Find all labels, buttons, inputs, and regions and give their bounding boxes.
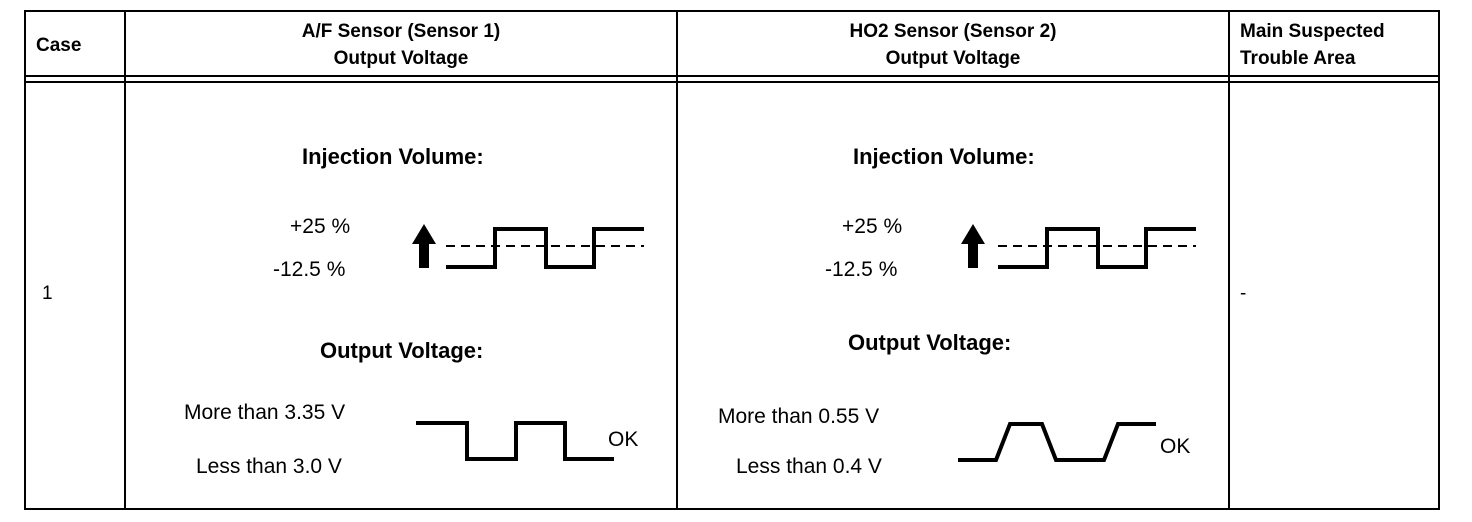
ho2-output-title: Output Voltage: [848, 330, 1012, 355]
ho2-high-label: More than 0.55 V [718, 405, 880, 428]
case-number: 1 [42, 283, 53, 304]
ho2-output-waveform [958, 422, 1156, 462]
af-injection-wave [446, 227, 644, 269]
af-injection-high: +25 % [290, 215, 351, 238]
ho2-result: OK [1160, 435, 1191, 458]
af-output-wave [416, 421, 614, 461]
header-af-sensor: A/F Sensor (Sensor 1) Output Voltage [126, 18, 676, 72]
ho2-injection-title: Injection Volume: [853, 144, 1035, 169]
header-case: Case [36, 35, 82, 56]
ho2-injection-wave [998, 227, 1196, 269]
header-area-line2: Trouble Area [1240, 48, 1356, 69]
af-injection-low: -12.5 % [273, 258, 346, 281]
af-output-waveform [416, 421, 614, 461]
header-area-line1: Main Suspected [1240, 21, 1385, 42]
diagnosis-table: Case A/F Sensor (Sensor 1) Output Voltag… [24, 10, 1440, 510]
af-injection-waveform [412, 224, 644, 269]
trouble-area-value: - [1240, 283, 1247, 304]
up-arrow-icon [412, 224, 436, 268]
column-divider [1228, 12, 1230, 508]
af-injection-title: Injection Volume: [302, 144, 484, 169]
ho2-low-label: Less than 0.4 V [736, 455, 882, 478]
column-divider [676, 12, 678, 508]
header-ho2-sensor: HO2 Sensor (Sensor 2) Output Voltage [678, 18, 1228, 72]
header-af-line2: Output Voltage [333, 48, 469, 69]
ho2-output-wave [958, 422, 1156, 462]
ho2-injection-low: -12.5 % [825, 258, 898, 281]
header-ho2-line2: Output Voltage [885, 48, 1021, 69]
up-arrow-icon [961, 224, 985, 268]
af-high-label: More than 3.35 V [184, 401, 346, 424]
af-low-label: Less than 3.0 V [196, 455, 342, 478]
header-trouble-area: Main Suspected Trouble Area [1240, 18, 1385, 72]
header-ho2-line1: HO2 Sensor (Sensor 2) [849, 21, 1057, 42]
column-divider [124, 12, 126, 508]
ho2-injection-waveform [961, 224, 1196, 269]
ho2-injection-high: +25 % [842, 215, 903, 238]
af-output-title: Output Voltage: [320, 338, 484, 363]
header-divider [26, 81, 1438, 83]
header-af-line1: A/F Sensor (Sensor 1) [301, 21, 501, 42]
header-divider [26, 75, 1438, 77]
af-result: OK [608, 428, 639, 451]
